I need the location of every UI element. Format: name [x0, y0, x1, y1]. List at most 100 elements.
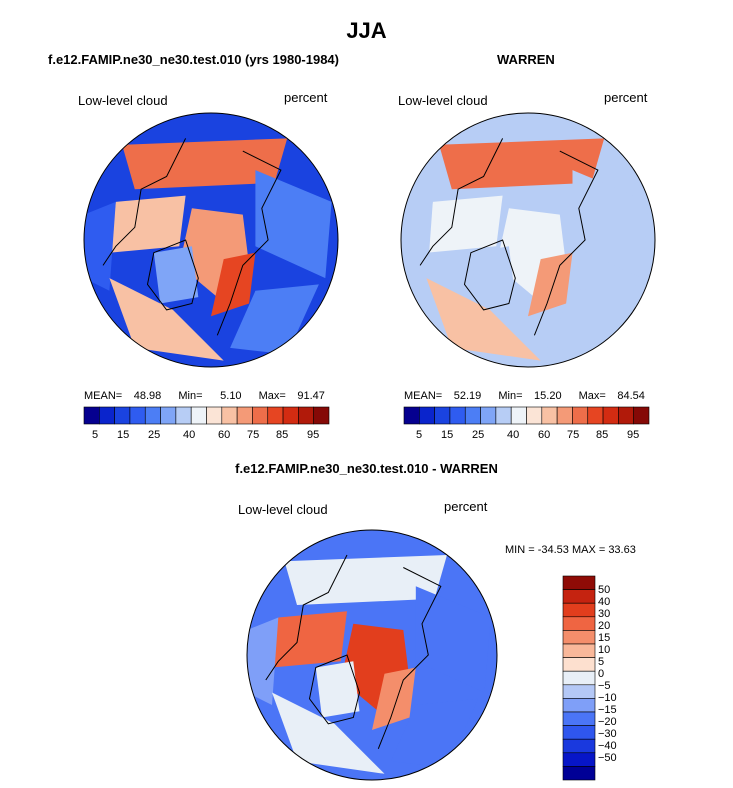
- panel-diff-minmax: MIN = -34.53 MAX = 33.63: [505, 544, 636, 556]
- map-obs: [400, 112, 656, 368]
- colorbar-box: [618, 406, 634, 425]
- region-canadian-arctic: [272, 611, 347, 668]
- colorbar-box: [313, 406, 330, 425]
- max-value: 84.54: [617, 390, 645, 402]
- colorbar-box: [434, 406, 451, 425]
- colorbar-label: 75: [567, 429, 580, 441]
- panel-diff-units-label: percent: [444, 499, 488, 514]
- colorbar-box: [464, 406, 481, 425]
- colorbar-label: 75: [247, 429, 260, 441]
- region-europe: [230, 284, 319, 355]
- region-north-pacific: [284, 555, 447, 605]
- colorbar-box: [562, 766, 596, 781]
- region-siberia: [255, 170, 332, 279]
- panel-diff-title: f.e12.FAMIP.ne30_ne30.test.010 - WARREN: [235, 461, 498, 476]
- map-field: [84, 113, 338, 367]
- colorbar-box: [633, 406, 650, 425]
- colorbar-box: [541, 406, 558, 425]
- panel-model-title: f.e12.FAMIP.ne30_ne30.test.010 (yrs 1980…: [48, 52, 339, 67]
- region-barents-sea: [211, 252, 256, 317]
- colorbar-box: [572, 406, 589, 425]
- colorbar-box: [221, 406, 238, 425]
- colorbar-box: [562, 670, 596, 686]
- colorbar-label: 40: [183, 429, 196, 441]
- colorbar-label: −40: [598, 740, 617, 752]
- coastline-north-america: [102, 138, 187, 266]
- colorbar-label: 85: [276, 429, 289, 441]
- colorbar-label: 25: [148, 429, 161, 441]
- colorbar-box: [190, 406, 207, 425]
- colorbar-box: [298, 406, 314, 425]
- colorbar-label: 25: [472, 429, 485, 441]
- colorbar-box: [175, 406, 192, 425]
- colorbar-label: −15: [598, 704, 617, 716]
- map-field: [247, 530, 497, 780]
- colorbar-diff: [562, 575, 596, 781]
- region-canadian-arctic: [426, 195, 503, 253]
- colorbar-box: [556, 406, 573, 425]
- colorbar-label: 5: [416, 429, 423, 441]
- colorbar-label: 95: [307, 429, 320, 441]
- colorbar-box: [602, 406, 619, 425]
- region-barents-sea: [372, 667, 416, 730]
- mean-label: MEAN=: [404, 390, 443, 402]
- mean-value: 48.98: [133, 390, 162, 402]
- region-siberia: [415, 586, 491, 693]
- colorbar-label: 50: [598, 584, 611, 596]
- colorbar-box: [562, 711, 596, 726]
- colorbar-box: [129, 406, 146, 425]
- colorbar-box: [495, 406, 512, 425]
- region-north-america-interior: [401, 201, 433, 291]
- max-label: Max=: [578, 390, 606, 402]
- colorbar-box: [160, 406, 177, 425]
- region-greenland-ice-sheet: [470, 246, 516, 304]
- mean-value: 52.19: [453, 390, 482, 402]
- max-label: Max=: [258, 390, 286, 402]
- map-border: [83, 112, 339, 368]
- colorbar-box: [480, 406, 497, 425]
- colorbar-label: 95: [627, 429, 640, 441]
- coastline-eurasia: [216, 150, 282, 336]
- region-siberia: [572, 170, 649, 279]
- panel-obs-title: WARREN: [497, 52, 555, 67]
- min-label: Min=: [178, 390, 203, 402]
- colorbar-obs: [403, 406, 650, 425]
- colorbar-label: −50: [598, 752, 617, 764]
- colorbar-box: [562, 752, 596, 767]
- colorbar-box: [206, 406, 223, 425]
- map-border: [400, 112, 656, 368]
- colorbar-label: 20: [598, 620, 611, 632]
- region-canadian-arctic: [109, 195, 186, 253]
- figure-title: JJA: [346, 18, 387, 43]
- colorbar-label: 60: [538, 429, 551, 441]
- coastline-greenland: [463, 239, 516, 311]
- colorbar-label: −20: [598, 716, 617, 728]
- colorbar-label: 5: [598, 656, 605, 668]
- colorbar-box: [267, 406, 284, 425]
- region-north-america-interior: [247, 617, 279, 705]
- colorbar-label: 15: [598, 632, 611, 644]
- panel-model-stats: MEAN= 48.98 Min= 5.10 Max= 91.47: [84, 390, 325, 402]
- colorbar-box: [562, 589, 596, 604]
- region-europe: [390, 698, 479, 768]
- colorbar-box: [403, 406, 420, 425]
- colorbar-label: −5: [598, 680, 611, 692]
- colorbar-box: [419, 406, 435, 425]
- colorbar-box: [562, 616, 596, 631]
- colorbar-box: [99, 406, 115, 425]
- colorbar-box: [587, 406, 604, 425]
- coastline-eurasia: [533, 150, 599, 336]
- colorbar-box: [562, 630, 596, 645]
- region-north-atlantic: [426, 278, 541, 361]
- colorbar-box: [282, 406, 299, 425]
- colorbar-box: [510, 406, 527, 425]
- region-north-pacific: [122, 138, 288, 190]
- panel-model-variable-label: Low-level cloud: [78, 93, 168, 108]
- region-barents-sea: [528, 252, 573, 317]
- colorbar-box: [562, 575, 596, 590]
- map-border: [246, 529, 498, 781]
- panel-obs-units-label: percent: [604, 90, 648, 105]
- coastline-north-america: [265, 554, 348, 681]
- colorbar-label: 5: [92, 429, 99, 441]
